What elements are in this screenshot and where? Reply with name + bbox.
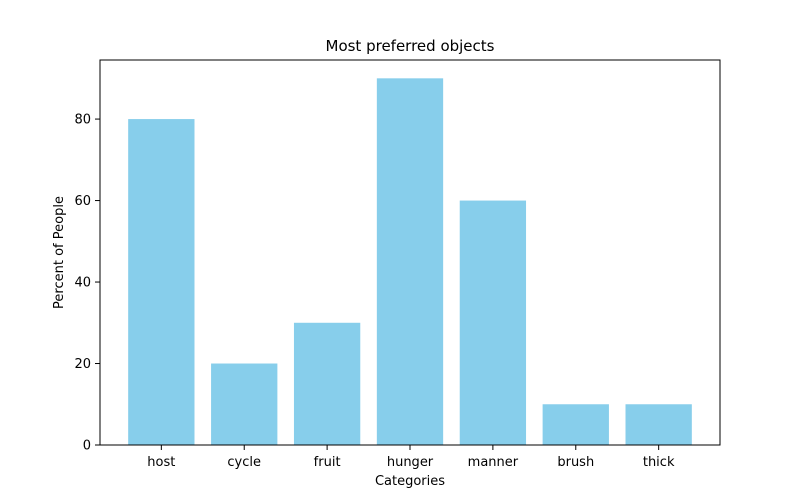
bar-thick (625, 404, 692, 445)
y-tick-label: 80 (74, 113, 91, 128)
plot-area-frame (99, 59, 721, 446)
y-tick-label: 0 (83, 439, 91, 454)
x-tick-label: cycle (227, 455, 261, 470)
x-tick-label: manner (468, 455, 519, 470)
x-tick-label: brush (557, 455, 594, 470)
x-tick-label: thick (643, 455, 675, 470)
x-tick-label: fruit (314, 455, 341, 470)
y-tick-label: 20 (74, 357, 91, 372)
bar-fruit (293, 322, 361, 445)
bars-group (128, 78, 692, 445)
y-tick-label: 60 (74, 194, 91, 209)
x-tick-label: hunger (387, 455, 434, 470)
bar-manner (459, 200, 527, 445)
bar-host (128, 119, 195, 445)
bar-cycle (211, 363, 278, 445)
y-axis-ticks: 0 20 40 60 80 (74, 113, 100, 454)
bar-brush (542, 404, 609, 445)
y-tick-label: 40 (74, 276, 91, 291)
bar-hunger (376, 78, 444, 445)
x-tick-label: host (147, 455, 175, 470)
x-axis-ticks: host cycle fruit hunger manner brush thick (147, 445, 675, 470)
chart-title: Most preferred objects (326, 37, 495, 55)
x-axis-label: Categories (375, 474, 445, 489)
y-axis-label: Percent of People (52, 196, 67, 309)
